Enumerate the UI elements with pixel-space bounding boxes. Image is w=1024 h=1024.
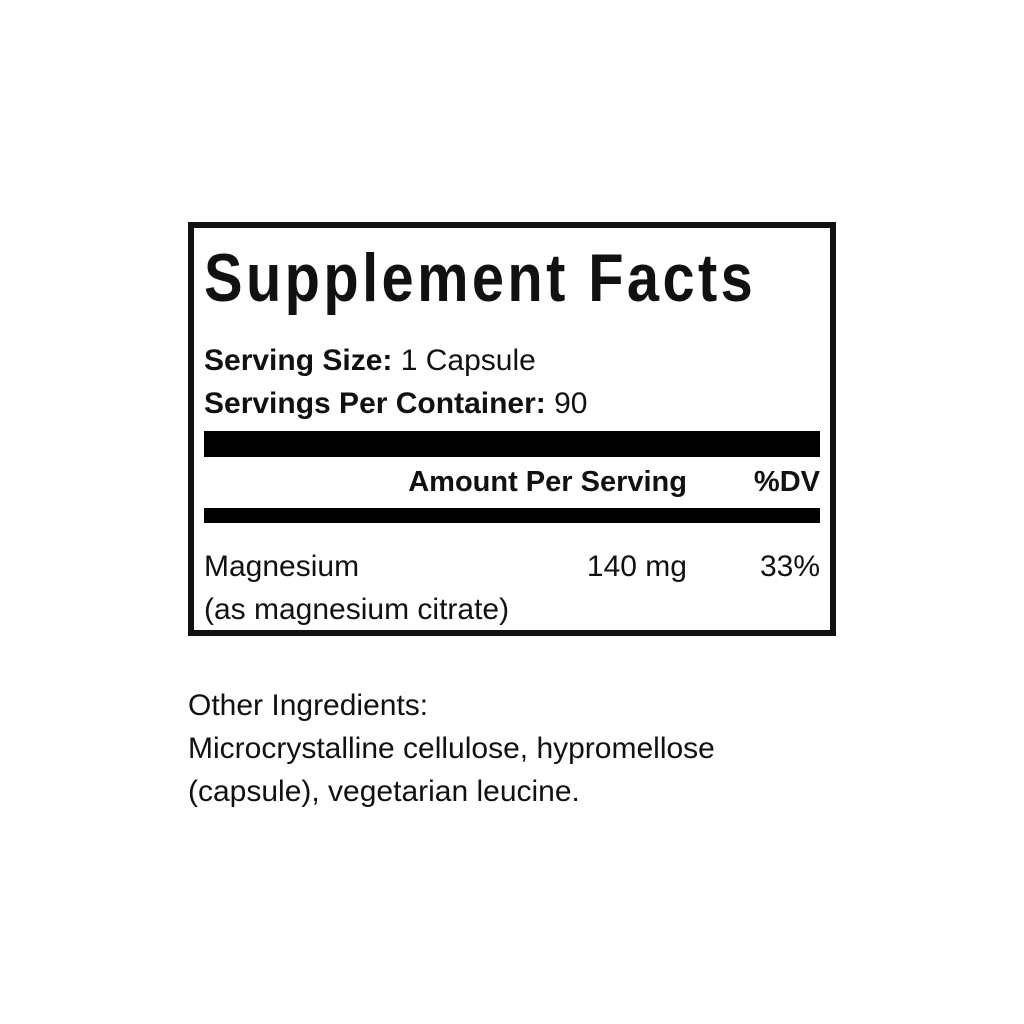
- nutrient-name: Magnesium: [204, 550, 360, 584]
- servings-per-container-line: Servings Per Container: 90: [204, 382, 820, 425]
- serving-size-line: Serving Size: 1 Capsule: [204, 339, 820, 382]
- other-ingredients-heading: Other Ingredients:: [188, 689, 429, 722]
- nutrient-source-line: (as magnesium citrate): [204, 593, 510, 627]
- supplement-facts-panel: Supplement Facts Serving Size: 1 Capsule…: [188, 222, 836, 636]
- mid-divider-bar: [204, 508, 820, 524]
- top-divider-bar: [204, 431, 820, 458]
- serving-info: Serving Size: 1 Capsule Servings Per Con…: [204, 339, 820, 425]
- servings-per-container-label: Servings Per Container:: [204, 387, 546, 421]
- nutrient-amount: 140 mg: [586, 550, 687, 584]
- dv-header: %DV: [753, 466, 820, 499]
- other-ingredients-line-1: Microcrystalline cellulose, hypromellose: [188, 732, 715, 765]
- serving-size-label: Serving Size:: [204, 344, 393, 378]
- serving-size-value: 1 Capsule: [400, 344, 536, 378]
- supplement-facts-title: Supplement Facts: [204, 240, 757, 316]
- nutrient-dv: 33%: [759, 550, 820, 584]
- column-header-row: Amount Per Serving %DV: [204, 457, 820, 508]
- other-ingredients-line-2: (capsule), vegetarian leucine.: [188, 775, 580, 808]
- nutrient-row: Magnesium 140 mg 33%: [204, 545, 820, 588]
- other-ingredients-section: Other Ingredients: Microcrystalline cell…: [188, 684, 868, 813]
- servings-per-container-value: 90: [554, 387, 588, 421]
- amount-per-serving-header: Amount Per Serving: [408, 466, 687, 499]
